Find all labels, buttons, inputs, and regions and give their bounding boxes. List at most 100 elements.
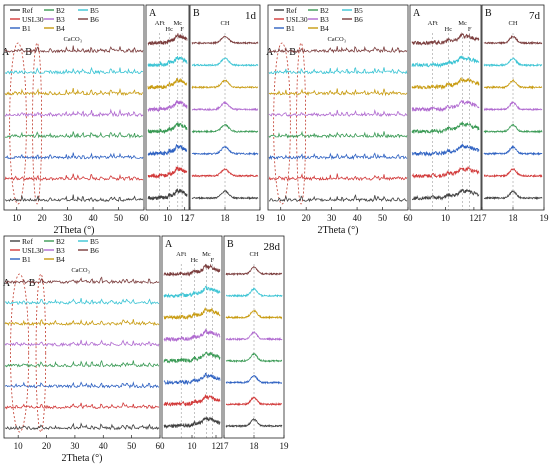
chart-28d-main-tick-label: 30 xyxy=(70,441,80,451)
trace-1d-B-Ref xyxy=(191,190,259,200)
trace-1d-main-B4 xyxy=(4,87,144,97)
trace-7d-main-B6 xyxy=(268,45,408,54)
chart-1d-main-frame xyxy=(3,4,145,211)
trace-28d-A-B5 xyxy=(163,285,221,298)
chart-28d-main-tick-label: 40 xyxy=(99,441,109,451)
chart-1d-panel-B: B 17 18 19 CH 1d xyxy=(186,8,266,223)
trace-1d-A-B1 xyxy=(147,144,188,157)
legend-label-B4: B4 xyxy=(56,255,65,264)
legend-label-B6: B6 xyxy=(90,246,99,255)
region-label-B: B xyxy=(25,47,32,58)
chart-1d-main-tick-label: 40 xyxy=(89,213,99,223)
panel-A-peak-label-0: AFt xyxy=(428,20,438,27)
chart-7d-main-tick-label: 20 xyxy=(302,213,312,223)
trace-7d-B-B2 xyxy=(483,123,543,134)
trace-1d-main-USL30 xyxy=(4,173,144,181)
trace-7d-main-B1 xyxy=(268,152,408,161)
region-marker-A xyxy=(9,42,27,205)
trace-7d-main-B5 xyxy=(268,66,408,75)
legend-label-B1: B1 xyxy=(22,255,31,264)
panel-A-peak-label-2: Mc xyxy=(202,251,211,258)
legend-label-B1: B1 xyxy=(22,24,31,33)
chart-1d-panel-B-frame xyxy=(189,4,261,211)
legend-label-B4: B4 xyxy=(56,24,65,33)
chart-28d-main-tick-label: 10 xyxy=(14,441,24,451)
trace-1d-B-B2 xyxy=(191,123,259,134)
legend-label-B2: B2 xyxy=(56,237,65,246)
region-marker-B xyxy=(32,42,43,205)
trace-7d-main-USL30 xyxy=(268,172,408,182)
trace-28d-B-Ref xyxy=(225,418,283,429)
chart-7d-panel-B: B 17 18 19 CH 7d xyxy=(478,8,550,223)
panel-A-peak-label-2: Mc xyxy=(458,20,467,27)
legend-label-B2: B2 xyxy=(320,6,329,15)
chart-7d-main-tick-label: 30 xyxy=(327,213,337,223)
legend-label-B2: B2 xyxy=(56,6,65,15)
trace-7d-A-B3 xyxy=(411,99,480,113)
trace-1d-A-B3 xyxy=(147,99,188,113)
chart-7d-panel-A: A 10 12 AFt Hc McF xyxy=(411,8,480,223)
caco3-peak-label: CaCO₃ xyxy=(71,267,90,274)
trace-28d-A-Ref xyxy=(163,416,221,430)
panel-A-peak-label-3: F xyxy=(180,26,184,33)
trace-28d-B-B4 xyxy=(225,309,283,320)
panel-B-title: B xyxy=(193,8,200,19)
trace-28d-A-B1 xyxy=(163,372,221,386)
trace-1d-B-USL30 xyxy=(191,167,259,178)
chart-7d-main-tick-label: 40 xyxy=(353,213,363,223)
trace-28d-main-B5 xyxy=(4,298,160,306)
trace-28d-A-B6 xyxy=(163,263,221,277)
chart-7d-main-tick-label: 50 xyxy=(378,213,388,223)
trace-1d-B-B5 xyxy=(191,57,259,67)
legend-label-B4: B4 xyxy=(320,24,329,33)
panel-A-peak-label-2: Mc xyxy=(173,20,182,27)
chart-28d-main-tick-label: 50 xyxy=(127,441,137,451)
legend-label-B6: B6 xyxy=(90,15,99,24)
trace-28d-A-B3 xyxy=(163,328,221,343)
trace-7d-A-B1 xyxy=(411,143,480,157)
trace-7d-A-B5 xyxy=(411,55,480,69)
trace-7d-A-B4 xyxy=(411,76,480,91)
panel-A-peak-label-3: F xyxy=(468,26,472,33)
panel-A-peak-label-0: AFt xyxy=(176,251,186,258)
chart-7d-panel-A-frame xyxy=(409,4,482,211)
trace-28d-main-Ref xyxy=(4,422,160,431)
trace-1d-B-B1 xyxy=(191,146,259,156)
region-label-B: B xyxy=(29,278,36,289)
chart-7d-x-axis-label: 2Theta (°) xyxy=(318,225,359,236)
trace-1d-main-B3 xyxy=(4,108,144,118)
panel-A-tick-label: 10 xyxy=(441,213,451,223)
panel-A-title: A xyxy=(149,8,157,19)
panel-A-peak-label-1: Hc xyxy=(191,257,199,264)
panel-B-tick-label: 18 xyxy=(509,213,519,223)
trace-28d-main-B6 xyxy=(4,276,160,285)
chart-28d-panel-B-frame xyxy=(223,235,285,439)
legend-label-B5: B5 xyxy=(90,237,99,246)
legend-label-B3: B3 xyxy=(56,15,65,24)
trace-7d-B-B1 xyxy=(483,144,543,156)
panel-B-tick-label: 17 xyxy=(478,213,488,223)
trace-28d-B-B6 xyxy=(225,266,283,277)
trace-7d-A-B2 xyxy=(411,121,480,135)
chart-1d-main-tick-label: 10 xyxy=(12,213,22,223)
panel-B-peak-label-0: CH xyxy=(220,20,229,27)
trace-1d-A-B6 xyxy=(147,32,188,46)
legend-label-Ref: Ref xyxy=(22,6,33,15)
legend-label-B1: B1 xyxy=(286,24,295,33)
legend-label-B5: B5 xyxy=(90,6,99,15)
trace-1d-A-Ref xyxy=(147,188,188,201)
legend-label-Ref: Ref xyxy=(286,6,297,15)
trace-7d-main-B3 xyxy=(268,108,408,118)
trace-7d-main-B2 xyxy=(268,130,408,139)
chart-28d-main-tick-label: 20 xyxy=(42,441,52,451)
trace-28d-main-B2 xyxy=(4,359,160,368)
trace-28d-B-B2 xyxy=(225,352,283,363)
panel-A-tick-label: 12 xyxy=(469,213,478,223)
trace-7d-A-USL30 xyxy=(411,165,480,179)
trace-1d-main-B1 xyxy=(4,152,144,160)
legend-label-Ref: Ref xyxy=(22,237,33,246)
trace-7d-B-B4 xyxy=(484,78,543,90)
